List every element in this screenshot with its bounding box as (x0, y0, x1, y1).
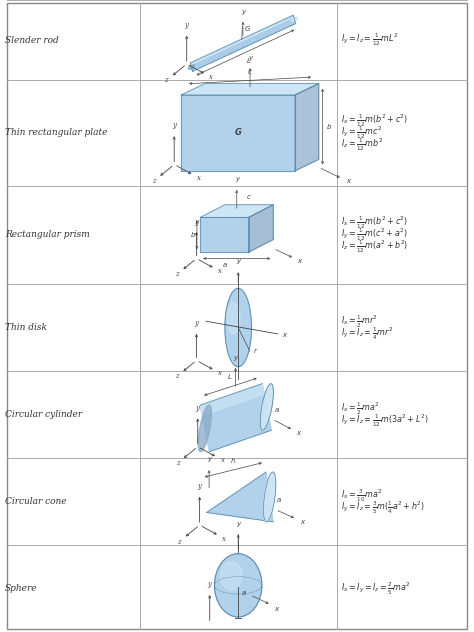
Text: $a$: $a$ (276, 496, 282, 504)
Text: $h$: $h$ (230, 456, 237, 465)
Text: $I_y = I_z = \frac{1}{4}mr^2$: $I_y = I_z = \frac{1}{4}mr^2$ (341, 325, 393, 342)
Text: y: y (185, 21, 189, 29)
Text: x: x (346, 178, 350, 185)
Text: c: c (248, 70, 252, 75)
Circle shape (220, 562, 242, 590)
Text: y: y (207, 456, 211, 462)
Polygon shape (201, 384, 271, 452)
Polygon shape (201, 384, 264, 416)
Text: $I_y = I_z = \frac{1}{12}mL^2$: $I_y = I_z = \frac{1}{12}mL^2$ (341, 32, 399, 48)
Polygon shape (181, 83, 319, 95)
Polygon shape (207, 472, 273, 522)
Text: x: x (222, 535, 227, 543)
Text: $I_x = I_y = I_z = \frac{2}{5}ma^2$: $I_x = I_y = I_z = \frac{2}{5}ma^2$ (341, 580, 411, 597)
Text: y: y (194, 319, 199, 327)
Text: y: y (208, 580, 212, 588)
Ellipse shape (227, 302, 240, 334)
Text: Sphere: Sphere (5, 584, 37, 593)
Ellipse shape (225, 288, 251, 367)
Text: $a$: $a$ (241, 589, 247, 597)
Text: Circular cylinder: Circular cylinder (5, 410, 82, 419)
Text: $I_y = \frac{1}{12}mc^2$: $I_y = \frac{1}{12}mc^2$ (341, 125, 383, 141)
Text: Rectangular prism: Rectangular prism (5, 230, 90, 240)
Text: y: y (194, 217, 199, 226)
Text: Slender rod: Slender rod (5, 35, 58, 45)
Polygon shape (200, 205, 273, 217)
Text: $I_y = I_z = \frac{3}{5}m(\frac{1}{4}a^2 + h^2)$: $I_y = I_z = \frac{3}{5}m(\frac{1}{4}a^2… (341, 499, 425, 516)
Text: z: z (175, 270, 179, 278)
Text: x: x (282, 332, 286, 338)
Text: y: y (196, 404, 200, 411)
Text: Circular cone: Circular cone (5, 497, 66, 506)
Circle shape (214, 554, 262, 617)
Polygon shape (181, 95, 295, 171)
Polygon shape (200, 217, 248, 252)
Text: G: G (244, 26, 250, 32)
Polygon shape (248, 205, 273, 252)
Text: $I_z = \frac{1}{12}mb^2$: $I_z = \frac{1}{12}mb^2$ (341, 137, 383, 153)
Text: x: x (300, 520, 304, 525)
Polygon shape (295, 83, 319, 171)
Polygon shape (191, 15, 295, 71)
Text: $I_y = I_z = \frac{1}{12}m(3a^2 + L^2)$: $I_y = I_z = \frac{1}{12}m(3a^2 + L^2)$ (341, 413, 429, 428)
Text: y: y (235, 176, 239, 182)
Text: y: y (234, 355, 237, 360)
Text: $I_z = \frac{1}{12}m(a^2 + b^2)$: $I_z = \frac{1}{12}m(a^2 + b^2)$ (341, 239, 409, 255)
Text: Thin disk: Thin disk (5, 323, 47, 332)
Text: y: y (248, 55, 252, 61)
Text: x: x (218, 369, 222, 377)
Text: $I_x = \frac{1}{12}m(b^2 + c^2)$: $I_x = \frac{1}{12}m(b^2 + c^2)$ (341, 112, 409, 129)
Text: x: x (297, 258, 301, 264)
Text: x: x (220, 456, 225, 465)
Text: y: y (241, 9, 245, 15)
Text: z: z (152, 177, 156, 185)
Text: a: a (222, 262, 227, 268)
Text: G: G (235, 128, 242, 137)
Text: Thin rectangular plate: Thin rectangular plate (5, 128, 107, 137)
Polygon shape (191, 15, 294, 64)
Text: y: y (172, 121, 176, 130)
Text: b: b (326, 124, 331, 130)
Text: $a$: $a$ (274, 406, 280, 414)
Text: z: z (177, 538, 181, 545)
Text: y: y (198, 482, 201, 490)
Text: y: y (236, 521, 240, 527)
Text: $I_y = \frac{1}{12}m(c^2 + a^2)$: $I_y = \frac{1}{12}m(c^2 + a^2)$ (341, 227, 408, 243)
Text: x: x (218, 267, 222, 276)
Text: $I_x = \frac{3}{10}ma^2$: $I_x = \frac{3}{10}ma^2$ (341, 487, 383, 504)
Text: $I_x = \frac{1}{2}ma^2$: $I_x = \frac{1}{2}ma^2$ (341, 401, 380, 416)
Text: y: y (236, 258, 240, 264)
Ellipse shape (264, 472, 276, 522)
Text: c: c (246, 194, 250, 200)
Text: x: x (274, 605, 279, 612)
Text: z: z (175, 459, 179, 467)
Text: $I_x = \frac{1}{2}mr^2$: $I_x = \frac{1}{2}mr^2$ (341, 313, 378, 330)
Ellipse shape (260, 384, 273, 430)
Text: b: b (191, 232, 195, 238)
Ellipse shape (291, 17, 298, 21)
Text: $L$: $L$ (227, 372, 233, 381)
Text: z: z (175, 372, 179, 380)
Ellipse shape (198, 405, 211, 452)
Text: x: x (197, 174, 201, 182)
Text: $I_x = \frac{1}{12}m(b^2 + c^2)$: $I_x = \frac{1}{12}m(b^2 + c^2)$ (341, 215, 409, 231)
Text: x: x (296, 430, 300, 436)
Text: r: r (254, 348, 256, 354)
Ellipse shape (188, 65, 195, 70)
Text: $L$: $L$ (246, 56, 252, 64)
Text: x: x (210, 73, 213, 82)
Text: z: z (164, 76, 168, 85)
